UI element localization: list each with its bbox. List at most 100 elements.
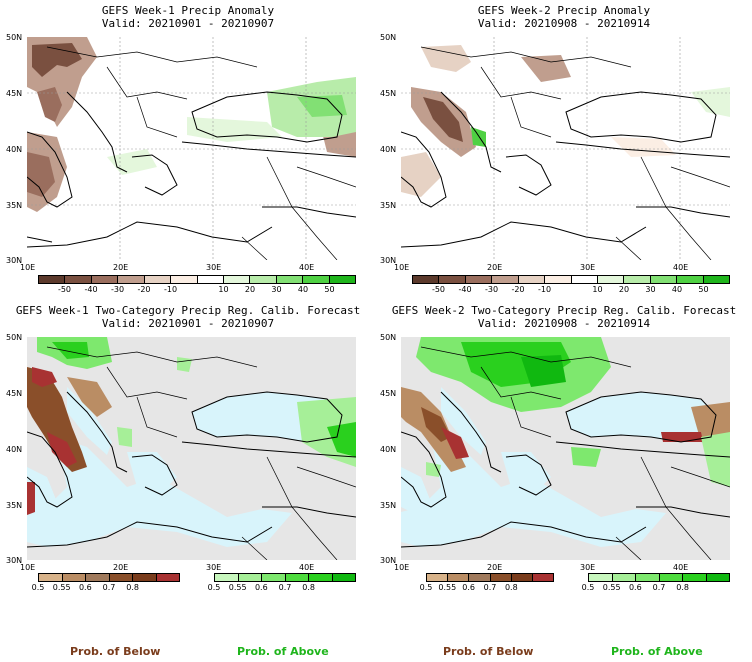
lat-label: 35N — [380, 201, 397, 210]
cbar-swatch — [612, 574, 636, 581]
lon-label: 30E — [206, 263, 222, 272]
cbar-swatch — [332, 574, 355, 581]
below-prob-italy-south — [47, 432, 77, 467]
panel2-gridlines — [401, 37, 730, 260]
lat-label: 35N — [6, 501, 23, 510]
cbar-swatch — [469, 574, 491, 581]
cbar-label: 0.6 — [462, 583, 476, 592]
below-prob-italy-core — [421, 407, 451, 442]
lat-label: 30N — [380, 556, 397, 565]
cbar-swatch — [465, 276, 493, 283]
below-prob-balkans — [67, 377, 112, 417]
panel3-above-colorbar: 0.5 0.55 0.6 0.7 0.8 — [208, 573, 356, 592]
above-prob-anatolia — [117, 427, 132, 447]
cbar-swatch — [250, 276, 277, 283]
cbar-label: 50 — [698, 285, 709, 294]
cbar-label: 40 — [297, 285, 309, 294]
cbar-label: -10 — [163, 285, 178, 294]
lat-label: 35N — [380, 501, 397, 510]
lat-label: 40N — [380, 445, 397, 454]
cbar-swatch — [659, 574, 683, 581]
cbar-swatch — [571, 276, 598, 283]
lon-label: 30E — [580, 563, 596, 572]
cbar-label: 30 — [271, 285, 282, 294]
above-prob-sicily — [426, 462, 441, 477]
cbar-swatch — [144, 276, 172, 283]
cbar-swatch — [285, 574, 309, 581]
cbar-label: -30 — [110, 285, 125, 294]
panel3-title-line2: Valid: 20210901 - 20210907 — [101, 317, 275, 330]
panel1-borders — [46, 46, 356, 260]
cbar-label: 0.7 — [278, 583, 292, 592]
cbar-swatch — [309, 574, 333, 581]
cbar-label: 0.5 — [207, 583, 221, 592]
above-colorbar-labels: 0.5 0.55 0.6 0.7 0.8 — [582, 582, 730, 592]
lat-label: 50N — [380, 333, 397, 342]
cbar-swatch — [624, 276, 651, 283]
lon-label: 20E — [487, 263, 503, 272]
cbar-label: 0.8 — [126, 583, 140, 592]
lat-label: 50N — [6, 333, 23, 342]
cbar-swatch — [589, 574, 613, 581]
above-prob-alps-core — [52, 342, 89, 359]
lon-label: 20E — [113, 563, 129, 572]
cbar-swatch — [238, 574, 262, 581]
panel4-above-colorbar: 0.5 0.55 0.6 0.7 0.8 — [582, 573, 730, 592]
cbar-label: 0.6 — [628, 583, 642, 592]
cbar-label: 0.8 — [676, 583, 690, 592]
lon-label: 40E — [299, 263, 315, 272]
cbar-swatch — [677, 276, 704, 283]
cbar-swatch — [91, 276, 119, 283]
panel2-anomaly-colorbar: -50 -40 -30 -20 -10 10 20 30 40 50 — [412, 275, 730, 294]
cbar-label: 0.7 — [652, 583, 666, 592]
cbar-label: 0.5 — [31, 583, 45, 592]
above-colorbar-labels: 0.5 0.55 0.6 0.7 0.8 — [208, 582, 356, 592]
cbar-label: 0.6 — [78, 583, 92, 592]
lat-label: 35N — [6, 201, 23, 210]
lon-label: 30E — [206, 563, 222, 572]
cbar-swatch — [636, 574, 660, 581]
cbar-label: 0.55 — [438, 583, 457, 592]
panel2-title: GEFS Week-2 Precip Anomaly Valid: 202109… — [384, 4, 744, 30]
panel4-map-svg — [401, 337, 730, 560]
sea-tyrrhenian — [401, 467, 431, 512]
lon-label: 40E — [673, 263, 689, 272]
panel2-title-line2: Valid: 20210908 - 20210914 — [477, 17, 651, 30]
cbar-swatch — [197, 276, 224, 283]
panel3-map — [27, 337, 356, 560]
above-prob-east — [701, 432, 730, 487]
panel4-title-line1: GEFS Week-2 Two-Category Precip Reg. Cal… — [391, 304, 737, 317]
dry-anomaly-north — [421, 45, 471, 72]
cbar-swatch — [109, 574, 133, 581]
anomaly-colorbar-swatches — [38, 275, 356, 284]
dry-anomaly-italy-core — [27, 152, 55, 197]
lon-label: 40E — [299, 563, 315, 572]
below-colorbar-swatches — [38, 573, 180, 582]
below-colorbar-labels: 0.5 0.55 0.6 0.7 0.8 — [420, 582, 554, 592]
dry-anomaly-carpathian — [521, 55, 571, 82]
panel2-coastlines — [401, 91, 730, 248]
cbar-swatch — [703, 276, 730, 283]
panel1-title: GEFS Week-1 Precip Anomaly Valid: 202109… — [8, 4, 368, 30]
lat-label: 30N — [380, 256, 397, 265]
wet-anomaly-east — [691, 87, 730, 117]
cbar-swatch — [303, 276, 330, 283]
lon-label: 10E — [20, 563, 36, 572]
panel4-map — [401, 337, 730, 560]
lat-label: 50N — [380, 33, 397, 42]
cbar-label: 20 — [244, 285, 256, 294]
lon-label: 20E — [113, 263, 129, 272]
sea-adriatic — [441, 387, 486, 455]
lat-label: 45N — [380, 389, 397, 398]
lon-label: 30E — [580, 263, 596, 272]
cbar-label: 0.55 — [228, 583, 247, 592]
panel4-title-line2: Valid: 20210908 - 20210914 — [477, 317, 651, 330]
cbar-label: 10 — [592, 285, 603, 294]
cbar-label: 0.7 — [483, 583, 497, 592]
panel3-title: GEFS Week-1 Two-Category Precip Reg. Cal… — [8, 304, 368, 330]
anomaly-colorbar-swatches — [412, 275, 730, 284]
cbar-label: 0.6 — [254, 583, 268, 592]
cbar-label: 0.8 — [504, 583, 518, 592]
cbar-swatch — [171, 276, 198, 283]
cbar-swatch — [448, 574, 470, 581]
